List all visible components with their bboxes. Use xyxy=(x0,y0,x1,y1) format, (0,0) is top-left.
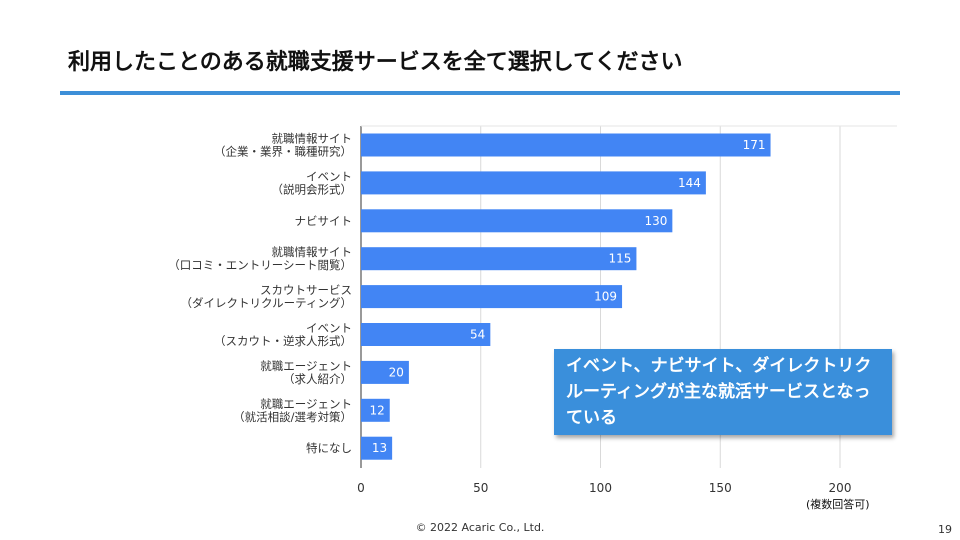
category-label: イベント xyxy=(306,169,352,183)
category-label: 就職エージェント xyxy=(260,359,352,373)
bar xyxy=(361,133,771,157)
callout-box: イベント、ナビサイト、ダイレクトリクルーティングが主な就活サービスとなっている xyxy=(554,349,892,435)
bar xyxy=(361,285,623,309)
data-label: 13 xyxy=(372,441,387,455)
bar xyxy=(361,323,491,346)
category-label: 就職情報サイト xyxy=(272,245,353,259)
data-label: 115 xyxy=(609,252,632,266)
label-layer: 0 50 100 150 200171就職情報サイト（企業・業界・職種研究）144イベン… xyxy=(168,132,851,496)
bar xyxy=(361,360,409,384)
bar xyxy=(361,398,390,422)
x-tick-label: 100 xyxy=(589,481,612,495)
category-label: （口コミ・エントリーシート閲覧） xyxy=(168,258,352,272)
bar-layer xyxy=(361,133,771,460)
category-label: 就職情報サイト xyxy=(272,132,353,146)
slide-title: 利用したことのある就職支援サービスを全て選択してください xyxy=(68,50,683,75)
category-label: 就職エージェント xyxy=(260,397,352,411)
data-label: 130 xyxy=(644,214,667,228)
bar xyxy=(361,171,706,195)
category-label: スカウトサービス xyxy=(260,283,352,297)
category-label: イベント xyxy=(306,321,352,335)
x-tick-label: 150 xyxy=(709,481,732,495)
multiple-answer-note: (複数回答可) xyxy=(806,498,870,511)
bar xyxy=(361,436,393,460)
data-label: 12 xyxy=(369,403,384,417)
category-label: ナビサイト xyxy=(295,214,353,228)
category-label: （企業・業界・職種研究） xyxy=(214,145,352,159)
category-label: （スカウト・逆求人形式） xyxy=(214,334,352,348)
x-tick-label: 200 xyxy=(829,481,852,495)
category-label: 特になし xyxy=(306,441,352,455)
x-tick-label: 0 xyxy=(357,481,365,495)
copyright: © 2022 Acaric Co., Ltd. xyxy=(415,521,545,534)
data-label: 54 xyxy=(470,328,485,342)
bar xyxy=(361,209,673,233)
data-label: 20 xyxy=(389,365,404,379)
data-label: 144 xyxy=(678,176,701,190)
category-label: （説明会形式） xyxy=(272,182,353,196)
bar xyxy=(361,247,637,271)
title-rule xyxy=(60,91,900,95)
data-label: 171 xyxy=(743,138,766,152)
data-label: 109 xyxy=(594,290,617,304)
x-tick-label: 50 xyxy=(473,481,488,495)
page-number: 19 xyxy=(938,523,952,536)
category-label: （求人紹介） xyxy=(283,372,352,386)
category-label: （就活相談/選考対策） xyxy=(233,410,352,424)
category-label: （ダイレクトリクルーティング） xyxy=(181,296,352,310)
